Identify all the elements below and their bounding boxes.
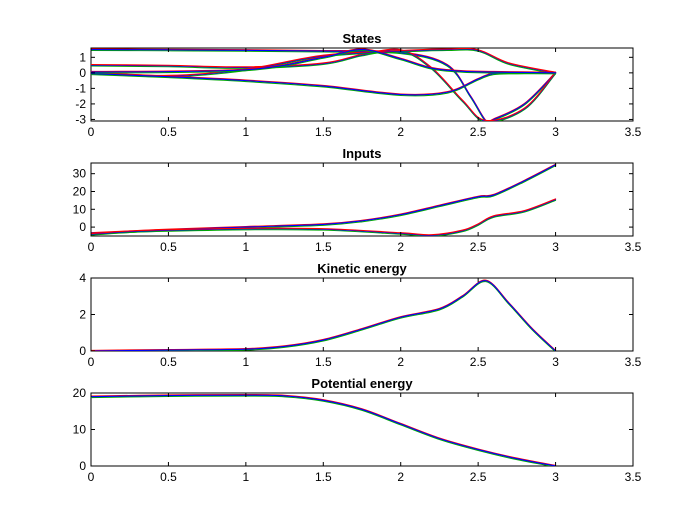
x-tick-label: 3.5 [625,125,642,139]
x-tick-label: 0 [88,125,95,139]
x-tick-label: 2.5 [470,240,487,254]
series-line-3-green [91,49,557,78]
y-tick-label: 2 [79,308,86,322]
series-line-5-green [91,49,557,75]
subplot-3: 0 0.5 1 1.5 2 2.5 3 3.5 0 2 4 Kinetic energy [79,261,641,369]
axes-frame [90,277,634,352]
series-line-2-red [91,198,557,236]
y-tick-label: 30 [73,167,87,181]
series-group [91,279,557,351]
y-tick-label: -3 [75,112,86,126]
x-tick-label: 0 [88,355,95,369]
x-tick-label: 2 [397,240,404,254]
x-tick-label: 1 [243,355,250,369]
series-line-1-red [91,394,557,466]
x-tick-label: 0.5 [160,240,177,254]
series-line-2-green [91,199,557,236]
y-tick-label: 0 [79,459,86,473]
y-tick-label: 0 [79,66,86,80]
x-tick-label: 2 [397,470,404,484]
x-tick-label: 1.5 [315,125,332,139]
x-tick-label: 2.5 [470,355,487,369]
subplot-2: 0 0.5 1 1.5 2 2.5 3 3.5 0 10 20 30 Inputs [73,146,642,254]
y-tick-label: 0 [79,220,86,234]
x-tick-label: 1 [243,470,250,484]
axes-frame [90,162,634,237]
series-line-5-red [91,48,557,73]
x-tick-label: 3.5 [625,470,642,484]
subplot-4: 0 0.5 1 1.5 2 2.5 3 3.5 0 10 20 Potential energy [73,376,642,484]
subplot-title: Inputs [343,146,382,161]
y-tick-label: 10 [73,423,87,437]
x-tick-label: 0.5 [160,470,177,484]
y-tick-label: -2 [75,97,86,111]
x-tick-label: 2.5 [470,125,487,139]
series-line-1-blue [91,280,557,351]
series-line-4-green [91,73,557,97]
x-tick-label: 0.5 [160,355,177,369]
x-tick-label: 3 [552,355,559,369]
x-tick-label: 3 [552,470,559,484]
x-tick-label: 3 [552,125,559,139]
series-line-1-green [91,49,557,121]
series-line-3-blue [91,48,557,77]
x-tick-label: 1.5 [315,470,332,484]
series-line-1-green [120,281,556,351]
x-tick-label: 1.5 [315,240,332,254]
series-line-5-blue [91,48,557,74]
axes-frame [90,47,634,122]
series-line-2-red [91,48,557,121]
x-tick-label: 2.5 [470,470,487,484]
x-tick-label: 1.5 [315,355,332,369]
series-line-3-red [91,48,557,76]
x-tick-label: 1 [243,240,250,254]
y-tick-label: 4 [79,271,86,285]
subplot-title: Potential energy [311,376,413,391]
x-tick-label: 0 [88,470,95,484]
y-tick-label: 20 [73,386,87,400]
y-tick-label: 1 [79,50,86,64]
axes-frame [90,392,634,467]
series-line-1-green [91,395,554,466]
x-tick-label: 3.5 [625,240,642,254]
x-tick-label: 3 [552,240,559,254]
y-tick-label: -1 [75,81,86,95]
x-tick-label: 0.5 [160,125,177,139]
subplot-title: Kinetic energy [317,261,407,276]
x-tick-label: 1 [243,125,250,139]
series-line-1-blue [91,394,557,466]
series-group [91,48,557,121]
series-line-2-blue [91,198,557,236]
x-tick-label: 0 [88,240,95,254]
y-tick-label: 10 [73,202,87,216]
series-line-1-blue [91,49,557,121]
subplot-title: States [342,31,381,46]
x-tick-label: 2 [397,125,404,139]
x-tick-label: 2 [397,355,404,369]
y-tick-label: 20 [73,184,87,198]
x-tick-label: 3.5 [625,355,642,369]
series-group [91,163,557,236]
series-group [91,394,557,466]
y-tick-label: 0 [79,344,86,358]
